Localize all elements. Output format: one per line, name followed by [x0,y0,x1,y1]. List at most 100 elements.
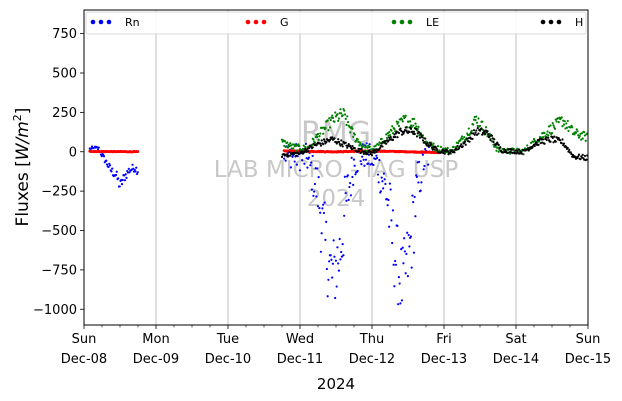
LE-point [391,132,395,135]
Rn-point [337,269,341,272]
LE-point [377,143,380,146]
LE-point [328,117,331,120]
legend-marker [391,19,397,25]
Rn-point [303,162,306,165]
Rn-point [105,159,108,162]
H-point [347,143,350,146]
H-point [353,147,356,150]
series-G [88,149,442,155]
Rn-point [331,276,334,279]
H-point [492,140,495,144]
H-point [399,127,402,130]
Rn-point [363,164,366,167]
Rn-point [407,233,410,237]
LE-point [337,119,340,122]
x-tick-weekday: Sun [576,332,601,347]
H-point [394,132,398,135]
series-Rn [88,142,431,306]
H-point [391,138,395,141]
H-point [373,151,376,154]
H-point [520,152,524,155]
Rn-point [320,232,323,235]
Rn-point [304,142,308,145]
H-point [545,138,548,142]
LE-point [484,126,488,129]
LE-point [388,133,392,137]
legend-item-Rn[interactable]: Rn [90,16,140,29]
legend-item-LE[interactable]: LE [391,16,439,29]
data-points [88,107,589,306]
H-point [409,127,413,131]
Rn-point [322,211,326,215]
H-point [486,130,489,133]
Rn-point [359,160,362,163]
H-point [477,132,480,135]
H-point [537,143,540,146]
Rn-point [382,172,386,175]
H-point [360,148,363,151]
Rn-point [362,158,365,161]
LE-point [404,114,407,117]
y-tick-label: 500 [52,67,77,82]
LE-point [388,131,391,134]
LE-point [548,131,551,134]
Rn-point [421,153,425,156]
LE-point [331,116,335,120]
H-point [289,154,292,157]
Rn-point [318,207,321,210]
LE-point [412,117,416,120]
LE-point [326,119,329,122]
H-point [311,146,314,149]
H-point [506,151,509,154]
legend-marker [98,19,104,25]
LE-point [446,146,449,150]
x-tick-date: Dec-12 [349,352,395,367]
Rn-point [387,198,390,202]
Rn-point [132,167,135,170]
H-point [473,133,476,136]
Rn-point [123,174,126,177]
Rn-point [125,176,128,179]
Rn-point [315,195,318,198]
LE-point [550,132,554,135]
Rn-point [345,199,348,202]
H-point [504,149,507,152]
Rn-point [353,164,356,167]
Rn-point [293,160,296,163]
Rn-point [412,201,415,204]
H-point [288,150,291,154]
LE-point [474,119,477,122]
legend[interactable]: Rn G LE H [85,11,587,35]
Rn-point [404,272,407,275]
x-tick-weekday: Tue [216,332,239,347]
H-point [583,154,587,157]
Rn-point [394,263,398,266]
Rn-point [335,285,338,288]
Rn-point [397,303,400,306]
LE-point [452,145,455,148]
LE-point [312,138,315,141]
Rn-point [386,204,389,207]
LE-point [463,135,466,139]
watermark-line-3: 2024 [307,186,366,212]
H-point [547,136,550,139]
H-point [562,142,566,145]
H-point [298,152,301,155]
H-point [389,135,392,139]
Rn-point [319,211,322,214]
Rn-point [338,237,341,241]
legend-item-G[interactable]: G [245,16,289,29]
H-point [472,129,476,132]
LE-point [331,114,334,117]
legend-item-H[interactable]: H [540,16,584,29]
LE-point [364,145,368,148]
y-axis: 750 500 250 0 −250 −500 −750 −1000 [33,27,84,318]
Rn-point [400,248,403,251]
H-point [418,136,422,139]
Rn-point [114,173,118,177]
LE-point [316,132,320,136]
H-point [496,141,499,144]
H-point [397,131,401,135]
Rn-point [354,173,357,176]
H-point [301,150,304,153]
